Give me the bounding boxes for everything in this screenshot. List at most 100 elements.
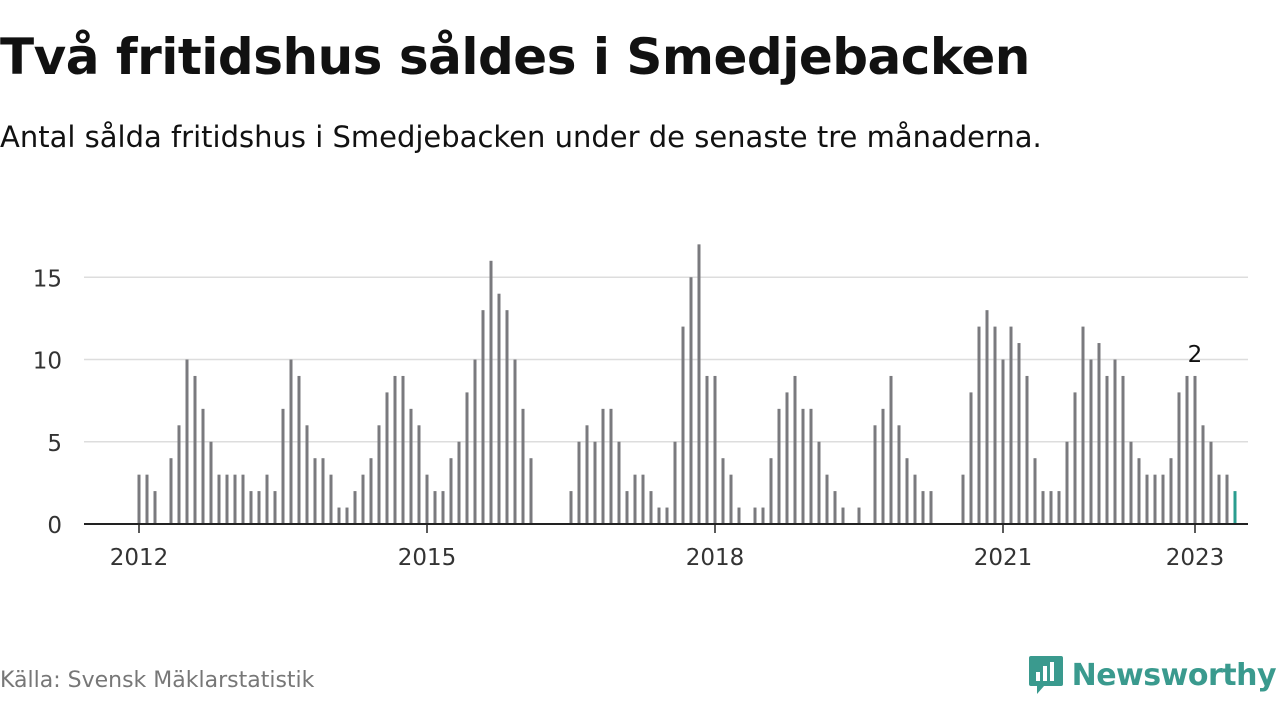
bar bbox=[137, 474, 141, 524]
bar bbox=[905, 458, 909, 524]
bar bbox=[977, 326, 981, 524]
bar bbox=[257, 491, 261, 524]
bar bbox=[857, 507, 861, 524]
bar bbox=[577, 441, 581, 524]
bar bbox=[825, 474, 829, 524]
bar bbox=[785, 392, 789, 524]
bar bbox=[481, 310, 485, 524]
bar bbox=[217, 474, 221, 524]
bar bbox=[321, 458, 325, 524]
bar bbox=[761, 507, 765, 524]
source-note: Källa: Svensk Mäklarstatistik bbox=[0, 668, 315, 693]
bar bbox=[1217, 474, 1221, 524]
bar bbox=[353, 491, 357, 524]
bar bbox=[185, 359, 189, 524]
bar bbox=[521, 408, 525, 524]
bar bbox=[721, 458, 725, 524]
bar bbox=[233, 474, 237, 524]
latest-value-label: 2 bbox=[1188, 342, 1203, 368]
bar bbox=[1017, 343, 1021, 524]
bar bbox=[633, 474, 637, 524]
bars bbox=[137, 244, 1237, 524]
brand-logo[interactable]: Newsworthy bbox=[1028, 654, 1277, 696]
bar bbox=[593, 441, 597, 524]
bar bbox=[153, 491, 157, 524]
bar bbox=[833, 491, 837, 524]
bar bbox=[705, 375, 709, 524]
bar bbox=[1089, 359, 1093, 524]
axes bbox=[84, 523, 1248, 533]
bar bbox=[841, 507, 845, 524]
bar bbox=[489, 260, 493, 524]
bar bbox=[313, 458, 317, 524]
bar bbox=[265, 474, 269, 524]
bar bbox=[625, 491, 629, 524]
bar bbox=[913, 474, 917, 524]
bar bbox=[193, 375, 197, 524]
bar bbox=[1201, 425, 1205, 524]
bar bbox=[809, 408, 813, 524]
bar bbox=[1065, 441, 1069, 524]
bar bbox=[1169, 458, 1173, 524]
bar bbox=[1105, 375, 1109, 524]
bar bbox=[241, 474, 245, 524]
bar bbox=[689, 277, 693, 524]
x-tick-label: 2021 bbox=[974, 545, 1033, 571]
bar bbox=[505, 310, 509, 524]
bar bbox=[609, 408, 613, 524]
bar bbox=[769, 458, 773, 524]
bar bbox=[417, 425, 421, 524]
x-tick-label: 2012 bbox=[110, 545, 169, 571]
bar bbox=[697, 244, 701, 524]
bar bbox=[1009, 326, 1013, 524]
bar bbox=[881, 408, 885, 524]
bar bbox=[753, 507, 757, 524]
bar bbox=[873, 425, 877, 524]
page-subtitle: Antal sålda fritidshus i Smedjebacken un… bbox=[0, 120, 1042, 154]
bar bbox=[681, 326, 685, 524]
bar bbox=[777, 408, 781, 524]
bar bbox=[473, 359, 477, 524]
bar bbox=[1225, 474, 1229, 524]
bar bbox=[817, 441, 821, 524]
bar bbox=[449, 458, 453, 524]
bar bbox=[1137, 458, 1141, 524]
bar bbox=[737, 507, 741, 524]
bar bbox=[385, 392, 389, 524]
bar bbox=[897, 425, 901, 524]
y-tick-label: 10 bbox=[33, 349, 62, 375]
bar bbox=[601, 408, 605, 524]
bar bbox=[801, 408, 805, 524]
bar bbox=[201, 408, 205, 524]
bar bbox=[889, 375, 893, 524]
bar bbox=[345, 507, 349, 524]
bar bbox=[649, 491, 653, 524]
bar bbox=[425, 474, 429, 524]
bar bbox=[465, 392, 469, 524]
bar bbox=[369, 458, 373, 524]
bar bbox=[393, 375, 397, 524]
bar bbox=[441, 491, 445, 524]
bar bbox=[177, 425, 181, 524]
bar bbox=[409, 408, 413, 524]
newsworthy-chart-bubble-icon bbox=[1028, 656, 1063, 694]
bar bbox=[281, 408, 285, 524]
bar bbox=[1129, 441, 1133, 524]
bar bbox=[961, 474, 965, 524]
bar bbox=[1233, 491, 1237, 524]
bar bbox=[249, 491, 253, 524]
bar bbox=[1041, 491, 1045, 524]
bar bbox=[1113, 359, 1117, 524]
bar bbox=[729, 474, 733, 524]
bar bbox=[1121, 375, 1125, 524]
bar bbox=[209, 441, 213, 524]
bar bbox=[529, 458, 533, 524]
bar bbox=[665, 507, 669, 524]
bar bbox=[569, 491, 573, 524]
bar bbox=[305, 425, 309, 524]
x-tick-label: 2023 bbox=[1166, 545, 1225, 571]
bar bbox=[1161, 474, 1165, 524]
bar bbox=[617, 441, 621, 524]
bar bbox=[1209, 441, 1213, 524]
bar bbox=[297, 375, 301, 524]
